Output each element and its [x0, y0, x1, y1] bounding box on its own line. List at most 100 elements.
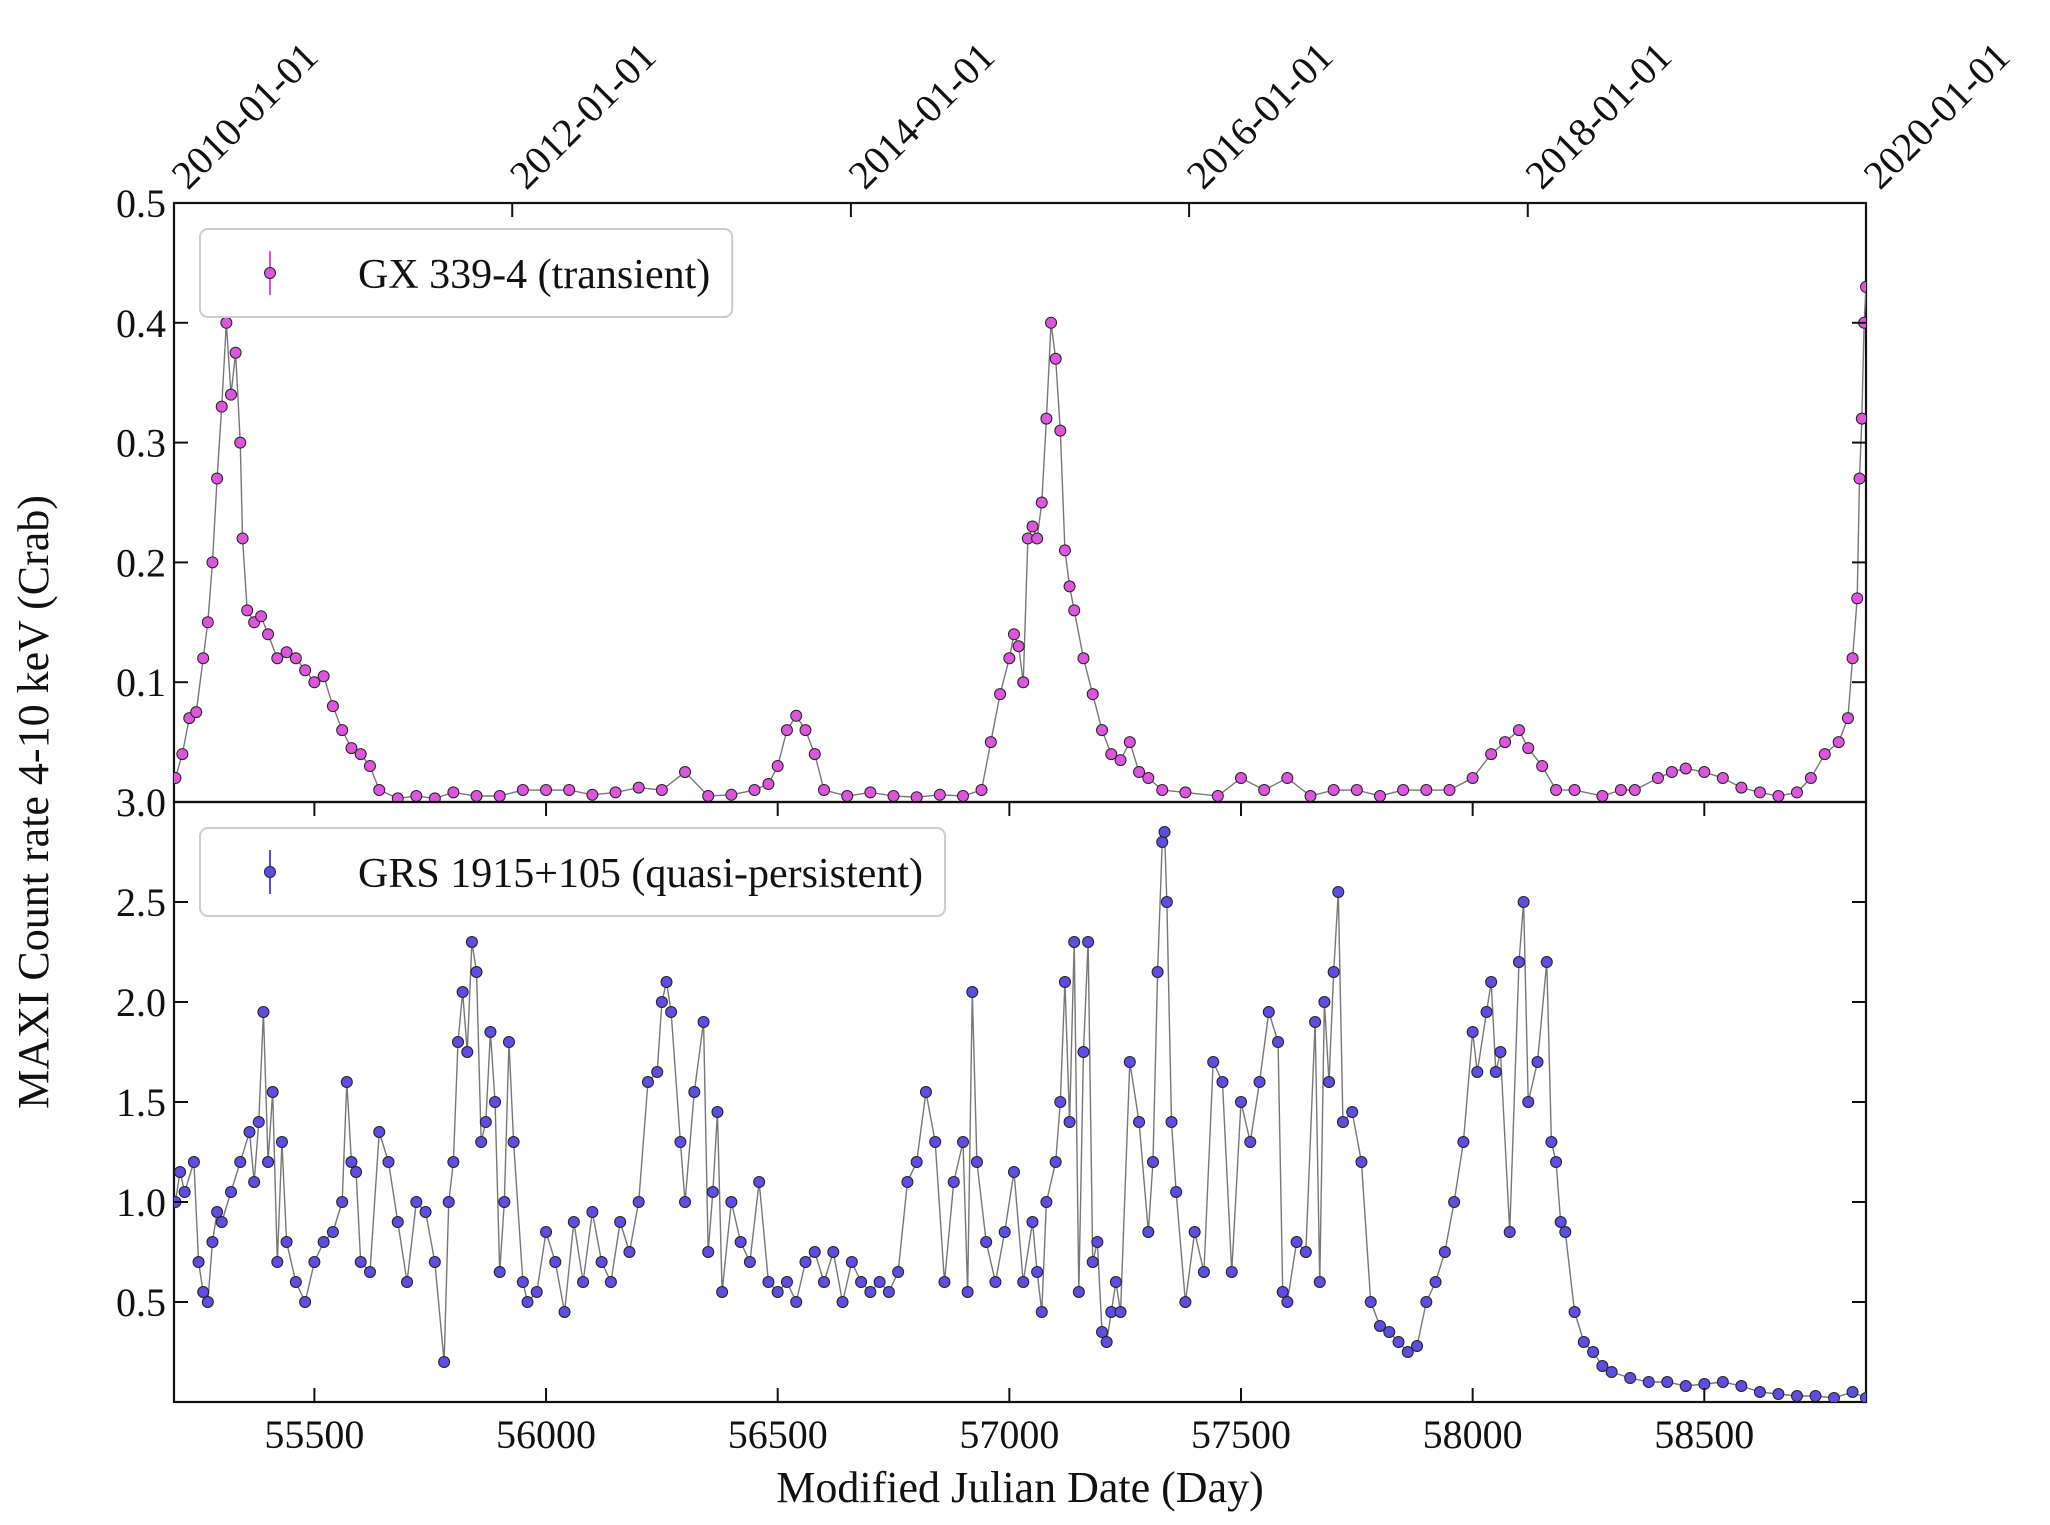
data-point: [317, 670, 330, 683]
data-point: [771, 1286, 784, 1298]
data-point: [248, 1176, 261, 1188]
data-point: [665, 1006, 678, 1018]
y-tick-label: 0.4: [116, 301, 166, 346]
data-point: [1522, 1096, 1535, 1108]
data-point: [1086, 688, 1099, 701]
data-point: [1216, 1076, 1229, 1088]
data-point: [215, 400, 228, 413]
data-point: [892, 1266, 905, 1278]
data-point: [836, 1296, 849, 1308]
data-point: [1332, 886, 1345, 898]
legend: GX 339-4 (transient): [199, 228, 734, 318]
data-point: [299, 1296, 312, 1308]
data-point: [734, 1236, 747, 1248]
data-point: [1350, 784, 1363, 797]
x-tick-label: 56000: [496, 1412, 596, 1457]
data-point: [632, 781, 645, 794]
data-point: [1471, 1066, 1484, 1078]
data-point: [1628, 784, 1641, 797]
data-point: [1313, 1276, 1326, 1288]
data-point: [743, 1256, 756, 1268]
data-point: [1253, 1076, 1266, 1088]
data-point: [1077, 652, 1090, 665]
data-point: [762, 1276, 775, 1288]
data-point: [1156, 836, 1169, 848]
data-point: [641, 1076, 654, 1088]
data-point: [1494, 1046, 1507, 1058]
data-point: [391, 792, 404, 802]
data-point: [428, 792, 441, 802]
data-point: [326, 700, 339, 713]
data-point: [1401, 1346, 1414, 1358]
data-point: [725, 788, 738, 801]
data-point: [567, 1216, 580, 1228]
data-point: [1772, 790, 1785, 802]
legend-marker: [264, 267, 276, 279]
data-point: [1007, 628, 1020, 641]
data-point: [790, 709, 803, 722]
data-point: [919, 1086, 932, 1098]
data-point: [1336, 1116, 1349, 1128]
data-point: [771, 760, 784, 773]
data-point: [1031, 532, 1044, 545]
data-point: [391, 1216, 404, 1228]
data-point: [1698, 766, 1711, 779]
data-point: [530, 1286, 543, 1298]
x2-tick-label: 2012-01-01: [501, 34, 665, 198]
data-point: [660, 976, 673, 988]
data-point: [1225, 1266, 1238, 1278]
data-point: [1485, 976, 1498, 988]
data-point: [1068, 604, 1081, 617]
data-point: [470, 966, 483, 978]
data-point: [336, 1196, 349, 1208]
data-point: [438, 1356, 451, 1368]
data-point: [845, 1256, 858, 1268]
data-point: [1665, 766, 1678, 779]
data-point: [1323, 1076, 1336, 1088]
data-point: [1114, 1306, 1127, 1318]
x-tick-label: 58000: [1423, 1412, 1523, 1457]
data-point: [475, 1136, 488, 1148]
data-point: [989, 1276, 1002, 1288]
data-point: [262, 1156, 275, 1168]
data-point: [1809, 1390, 1822, 1402]
data-point: [1142, 772, 1155, 785]
legend-label: GX 339-4 (transient): [358, 252, 710, 298]
x-axis-label: Modified Julian Date (Day): [776, 1463, 1264, 1512]
data-point: [1568, 784, 1581, 797]
data-point: [966, 986, 979, 998]
data-point: [1281, 1296, 1294, 1308]
data-point: [790, 1296, 803, 1308]
data-point: [1642, 1376, 1655, 1388]
data-point: [957, 1136, 970, 1148]
data-point: [609, 786, 622, 799]
data-point: [484, 1026, 497, 1038]
data-point: [1165, 1116, 1178, 1128]
data-point: [373, 1126, 386, 1138]
data-point: [655, 784, 668, 797]
data-point: [350, 1166, 363, 1178]
data-point: [1026, 520, 1039, 533]
data-point: [1309, 1016, 1322, 1028]
data-point: [1211, 790, 1224, 802]
data-point: [299, 664, 312, 677]
data-point: [1679, 762, 1692, 775]
data-point: [1054, 1096, 1067, 1108]
data-point: [688, 1086, 701, 1098]
data-point: [211, 1206, 224, 1218]
data-point: [308, 1256, 321, 1268]
legend-label: GRS 1915+105 (quasi-persistent): [358, 851, 923, 897]
data-point: [1049, 352, 1062, 365]
data-point: [711, 1106, 724, 1118]
data-point: [549, 1256, 562, 1268]
data-point: [651, 1066, 664, 1078]
data-point: [563, 784, 576, 797]
data-point: [975, 784, 988, 797]
data-point: [252, 1116, 265, 1128]
data-point: [1846, 652, 1859, 665]
data-point: [336, 724, 349, 737]
data-point: [604, 1276, 617, 1288]
data-point: [1049, 1156, 1062, 1168]
data-point: [1133, 766, 1146, 779]
data-point: [493, 1266, 506, 1278]
